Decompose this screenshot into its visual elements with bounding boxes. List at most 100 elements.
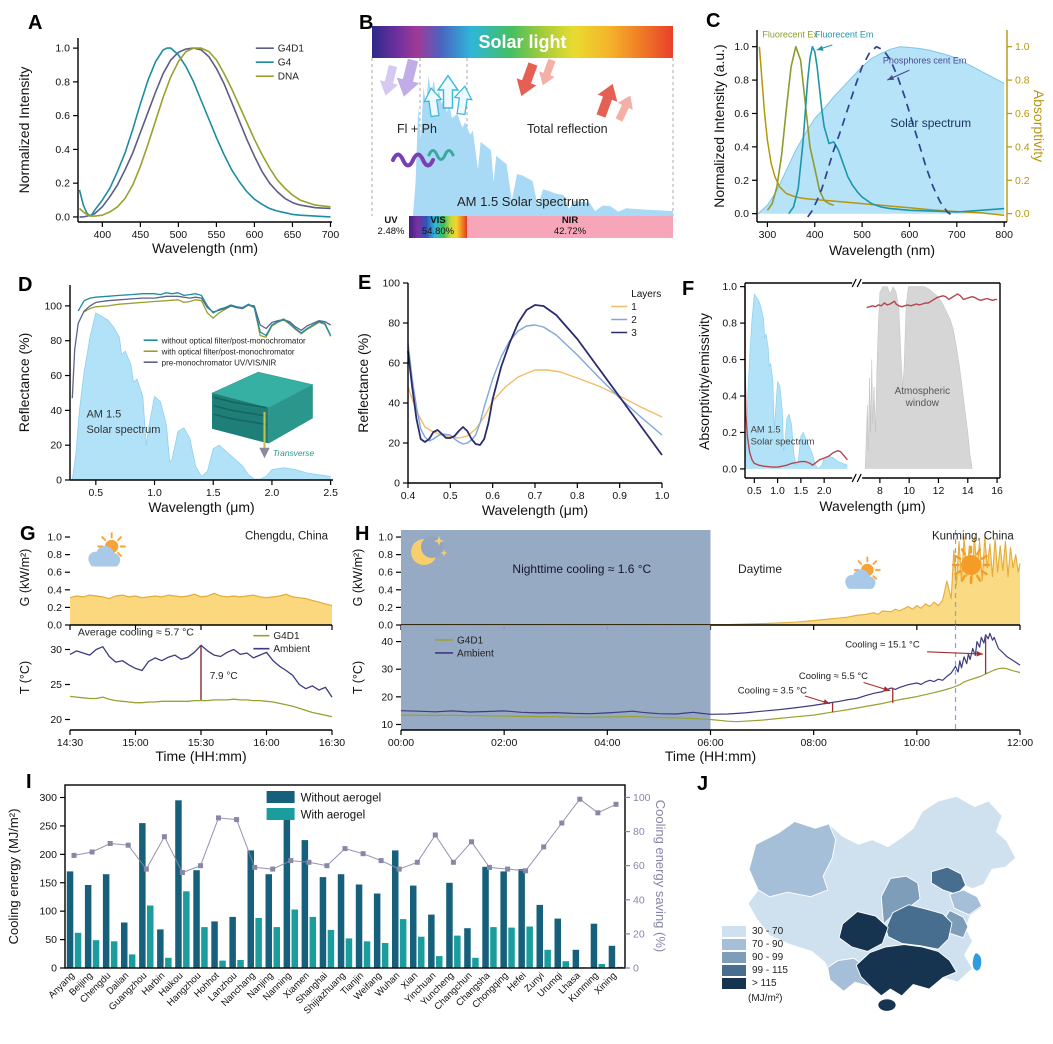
plot-h2: 00:00 02:00 04:00 06:00 08:00 10:00 12:00 10 20 3… xyxy=(381,625,1033,749)
bar-with-aerogel xyxy=(381,943,389,968)
aerogel-icon: Transverse xyxy=(211,371,315,459)
bar-with-aerogel xyxy=(526,926,533,968)
saving-marker xyxy=(324,863,330,869)
svg-text:Phosphores cent Em: Phosphores cent Em xyxy=(883,55,967,65)
bar-without-aerogel xyxy=(229,916,236,968)
bar-with-aerogel xyxy=(544,949,551,968)
bar-with-aerogel xyxy=(418,936,425,968)
plot-c: 300 400 500 600 700 8000.00.20.40.60.81.00.00… xyxy=(734,30,1029,241)
panel-f-label: F xyxy=(682,278,695,300)
uv-band-name: UV xyxy=(384,215,398,226)
svg-text:10:00: 10:00 xyxy=(904,737,930,749)
panel-h-chart: 0.0 0.2 0.4 0.6 0.8 1.0 Nighttime cooling ≈ 1.… xyxy=(378,530,1033,749)
svg-text:G4D1: G4D1 xyxy=(457,635,484,646)
saving-marker xyxy=(469,839,474,845)
svg-text:1.0: 1.0 xyxy=(55,43,70,55)
svg-text:With aerogel: With aerogel xyxy=(301,810,366,822)
bar-with-aerogel xyxy=(219,960,226,968)
map-legend-swatch xyxy=(722,952,746,963)
map-region-sichuan xyxy=(838,911,889,952)
bar-with-aerogel xyxy=(399,919,407,968)
nir-band-pct: 42.72% xyxy=(553,226,587,237)
bar-without-aerogel xyxy=(355,884,363,968)
svg-text:0.0: 0.0 xyxy=(722,463,737,475)
svg-text:Fluorecent Ex: Fluorecent Ex xyxy=(762,30,818,40)
map-legend-label: 99 - 115 xyxy=(752,965,788,976)
svg-text:0.8: 0.8 xyxy=(734,75,749,87)
map-region-hebei-beijing xyxy=(930,866,967,895)
panel-i-y2label: Cooling energy saving (%) xyxy=(653,799,668,953)
svg-text:0.0: 0.0 xyxy=(378,620,393,632)
svg-text:Kunming, China: Kunming, China xyxy=(932,531,1014,543)
bar-without-aerogel xyxy=(590,923,598,968)
svg-text:650: 650 xyxy=(284,229,302,241)
svg-text:pre-monochromator UV/VIS/NIR: pre-monochromator UV/VIS/NIR xyxy=(162,359,277,368)
saving-marker xyxy=(179,870,185,875)
map-legend-label: 70 - 90 xyxy=(752,939,784,950)
svg-text:1.0: 1.0 xyxy=(147,487,162,499)
panel-b-graphics xyxy=(371,58,674,237)
svg-text:7.9 °C: 7.9 °C xyxy=(210,671,238,682)
panel-a-chart: 400 450 500 550 600 650 700 0.0 0.2 0.4 0.6 0.8 1.0 G… xyxy=(55,38,339,241)
svg-text:25: 25 xyxy=(50,679,62,691)
saving-marker xyxy=(505,866,511,872)
saving-marker xyxy=(288,858,294,864)
map-legend-label: 30 - 70 xyxy=(752,926,784,937)
svg-text:10: 10 xyxy=(381,719,393,731)
svg-text:14:30: 14:30 xyxy=(57,737,83,749)
panel-j-label: J xyxy=(697,773,709,795)
saving-marker xyxy=(414,859,420,865)
bar-without-aerogel xyxy=(446,882,453,968)
svg-text:08:00: 08:00 xyxy=(801,737,827,749)
map-legend-row: 99 - 115 xyxy=(722,964,788,977)
svg-text:1.0: 1.0 xyxy=(378,532,393,544)
svg-text:12: 12 xyxy=(933,485,945,497)
bar-with-aerogel xyxy=(165,957,172,968)
svg-text:1.0: 1.0 xyxy=(734,41,749,53)
panel-c-chart: 300 400 500 600 700 8000.00.20.40.60.81.00.00… xyxy=(734,30,1029,241)
svg-text:window: window xyxy=(905,398,940,409)
bar-without-aerogel xyxy=(536,904,543,968)
svg-text:0.8: 0.8 xyxy=(1015,75,1030,87)
saving-marker xyxy=(342,846,348,852)
saving-marker xyxy=(613,801,619,807)
panel-c-spectra-absorptivity: C 300 400 500 600 700 800 0.0 0.2 0.4 0.6 0.8 1.0 0.… xyxy=(703,0,1053,260)
bar-without-aerogel xyxy=(84,885,92,968)
svg-text:0.4: 0.4 xyxy=(47,584,62,596)
plot-d: 0.5 1.0 1.5 2.0 2.5 0 20 40 60 80 100 AM 1.5 Solar s… xyxy=(44,285,338,499)
bar-without-aerogel xyxy=(500,871,507,968)
map-legend-swatch xyxy=(722,978,746,989)
saving-marker xyxy=(487,864,492,870)
panel-g-chart: 0.0 0.2 0.4 0.6 0.8 1.0 Chengdu, China 14:30 15:… xyxy=(47,531,345,750)
sun-cloud-icon xyxy=(845,556,881,589)
svg-text:with optical filter/post-monoc: with optical filter/post-monochromator xyxy=(161,348,295,357)
bar-with-aerogel xyxy=(345,938,353,968)
panel-h-ylabel-bottom: T (°C) xyxy=(351,660,365,695)
panel-a-label: A xyxy=(28,12,43,34)
plot-f: 0.5 1.0 1.5 2.0 8 10 12 14 16 0.0 0.2 0.4 0.6 0.8 1.0 A… xyxy=(722,278,1003,497)
panel-f-emissivity-window: F 0.5 1.0 1.5 2.0 8 10 12 14 16 0.0 0.2 0.4 0.6 0.8 1.… xyxy=(678,258,1053,515)
bar-with-aerogel xyxy=(598,964,606,968)
svg-text:500: 500 xyxy=(170,229,188,241)
svg-text:04:00: 04:00 xyxy=(594,737,620,749)
svg-text:0.6: 0.6 xyxy=(47,567,62,579)
bar-without-aerogel xyxy=(283,816,291,968)
svg-text:500: 500 xyxy=(853,229,871,241)
svg-text:0.2: 0.2 xyxy=(378,602,393,614)
svg-text:02:00: 02:00 xyxy=(491,737,517,749)
panel-e-label: E xyxy=(358,272,372,294)
panel-e-ylabel: Reflectance (%) xyxy=(355,333,371,433)
map-legend-row: 30 - 70 xyxy=(722,925,788,938)
svg-text:0.4: 0.4 xyxy=(734,141,749,153)
saving-marker xyxy=(71,852,77,858)
saving-marker xyxy=(306,859,312,865)
bar-with-aerogel xyxy=(128,954,136,968)
bar-without-aerogel xyxy=(518,869,525,968)
svg-text:1.0: 1.0 xyxy=(655,490,670,502)
plot-i: AnyangBeijingChengduDalianGuangzhouHarbi… xyxy=(39,784,651,1017)
svg-text:700: 700 xyxy=(948,229,966,241)
bar-without-aerogel xyxy=(301,840,309,968)
solar-light-banner: Solar light xyxy=(372,26,673,58)
svg-text:0: 0 xyxy=(56,475,62,487)
svg-text:40: 40 xyxy=(50,405,62,417)
